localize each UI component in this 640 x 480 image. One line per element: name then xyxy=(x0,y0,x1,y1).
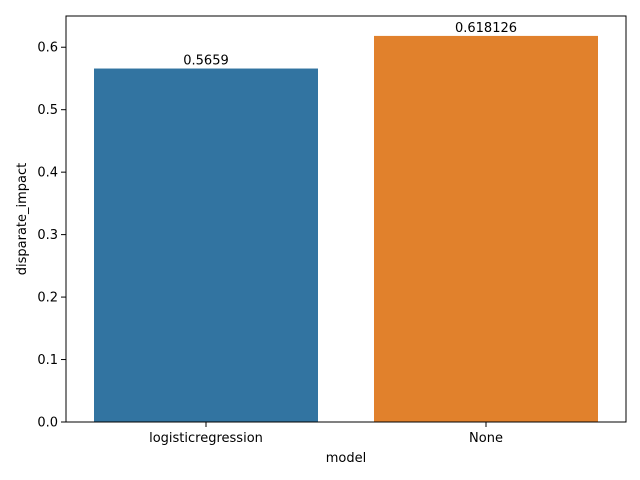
y-tick-label-2: 0.2 xyxy=(37,291,58,306)
bar-value-label-0: 0.5659 xyxy=(183,54,229,69)
y-axis-label: disparate_impact xyxy=(15,163,30,276)
y-tick-label-0: 0.0 xyxy=(37,416,58,431)
bar-value-label-1: 0.618126 xyxy=(455,21,517,36)
y-tick-label-1: 0.1 xyxy=(37,353,58,368)
y-tick-label-5: 0.5 xyxy=(37,103,58,118)
x-axis-ticks: logisticregression None xyxy=(149,422,503,446)
y-tick-label-6: 0.6 xyxy=(37,41,58,56)
value-labels-group: 0.5659 0.618126 xyxy=(183,21,517,69)
x-tick-label-0: logisticregression xyxy=(149,431,263,446)
y-axis-ticks: 0.0 0.1 0.2 0.3 0.4 0.5 0.6 xyxy=(37,41,66,431)
bars-group xyxy=(94,35,598,422)
x-axis-label: model xyxy=(326,451,366,466)
bar-0 xyxy=(94,68,318,422)
x-tick-label-1: None xyxy=(469,431,503,446)
y-tick-label-4: 0.4 xyxy=(37,166,58,181)
plot-frame xyxy=(65,15,627,423)
y-tick-label-3: 0.3 xyxy=(37,228,58,243)
bar-1 xyxy=(374,35,598,422)
